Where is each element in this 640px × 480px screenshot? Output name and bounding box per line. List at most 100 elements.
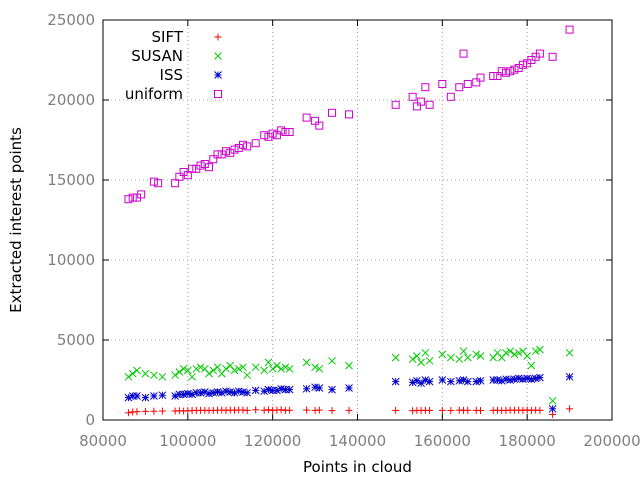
data-point	[421, 376, 430, 384]
data-point	[417, 379, 425, 388]
data-point	[188, 372, 196, 381]
x-tick-label: 180000	[499, 432, 556, 450]
data-point	[302, 113, 311, 122]
data-point	[311, 363, 319, 372]
x-tick-label: 120000	[244, 432, 301, 450]
data-point	[425, 100, 434, 109]
x-tick-label: 200000	[583, 432, 640, 450]
data-point	[205, 163, 214, 172]
data-point	[493, 72, 502, 80]
data-point	[548, 404, 557, 413]
data-point	[345, 110, 354, 119]
x-tick-label: 80000	[79, 432, 127, 450]
data-point	[446, 377, 455, 386]
y-tick-label: 15000	[47, 171, 95, 189]
data-point	[264, 406, 272, 414]
data-point	[459, 49, 468, 58]
data-point	[209, 366, 218, 375]
data-point	[489, 72, 498, 80]
data-point	[149, 177, 158, 186]
data-point	[391, 100, 400, 109]
data-point	[315, 384, 324, 392]
data-point	[128, 369, 137, 378]
series-uniform	[124, 25, 574, 204]
data-point	[421, 348, 430, 357]
data-point	[345, 384, 353, 392]
y-tick-label: 10000	[47, 251, 95, 269]
data-point	[277, 384, 286, 393]
y-tick-labels: 0 5000 10000 15000 20000 25000	[47, 11, 95, 429]
data-point	[391, 377, 400, 386]
data-point	[476, 376, 485, 385]
data-point	[315, 364, 324, 373]
grid-lines	[103, 20, 612, 420]
x-tick-label: 100000	[159, 432, 216, 450]
data-point	[345, 406, 353, 414]
data-point	[175, 368, 184, 376]
data-point	[281, 363, 290, 372]
series-iss	[124, 372, 574, 413]
data-point	[239, 363, 247, 372]
data-point	[417, 358, 425, 367]
data-point	[277, 126, 286, 135]
data-point	[285, 128, 294, 136]
data-point	[234, 364, 243, 373]
data-point	[536, 406, 544, 414]
data-point	[251, 139, 260, 148]
data-point	[315, 121, 324, 130]
data-point	[251, 386, 260, 395]
y-axis-title: Extracted interest points	[7, 127, 25, 313]
data-point	[230, 388, 239, 397]
data-point	[328, 108, 337, 117]
data-point	[183, 171, 192, 180]
data-point	[158, 407, 166, 415]
data-point	[523, 352, 532, 360]
data-point	[392, 406, 400, 414]
data-point	[510, 65, 519, 74]
data-point	[425, 377, 434, 386]
data-point	[425, 356, 434, 365]
data-point	[260, 366, 269, 375]
legend-marker	[214, 71, 222, 79]
x-tick-label: 160000	[414, 432, 471, 450]
data-point	[251, 363, 260, 372]
data-point	[285, 385, 294, 394]
data-point	[200, 388, 209, 396]
data-point	[345, 361, 353, 370]
data-point	[286, 406, 294, 414]
data-point	[446, 353, 455, 362]
legend-label: uniform	[125, 85, 183, 103]
data-point	[446, 92, 455, 101]
data-point	[209, 155, 218, 164]
data-point	[476, 352, 485, 360]
data-point	[536, 373, 544, 382]
data-point	[238, 140, 247, 149]
x-tick-label: 140000	[329, 432, 386, 450]
series-sift	[124, 405, 574, 418]
data-point	[463, 377, 472, 386]
data-point	[328, 356, 336, 365]
data-point	[213, 150, 222, 159]
data-point	[128, 193, 137, 202]
data-point	[277, 364, 286, 373]
data-point	[315, 406, 323, 414]
data-point	[459, 347, 468, 356]
data-point	[455, 83, 464, 92]
data-points	[124, 25, 574, 418]
data-point	[506, 347, 515, 356]
series-susan	[124, 345, 574, 405]
y-tick-label: 25000	[47, 11, 95, 29]
data-point	[124, 372, 133, 381]
data-point	[302, 384, 311, 393]
data-point	[455, 355, 464, 364]
x-tick-labels: 80000 100000 120000 140000 160000 180000 20000…	[79, 432, 640, 450]
data-point	[230, 145, 239, 154]
data-point	[506, 67, 515, 76]
data-point	[171, 392, 179, 400]
data-point	[281, 128, 290, 136]
data-point	[303, 406, 311, 414]
data-point	[150, 407, 158, 415]
data-point	[222, 364, 230, 373]
data-point	[497, 67, 506, 76]
data-point	[154, 179, 163, 188]
